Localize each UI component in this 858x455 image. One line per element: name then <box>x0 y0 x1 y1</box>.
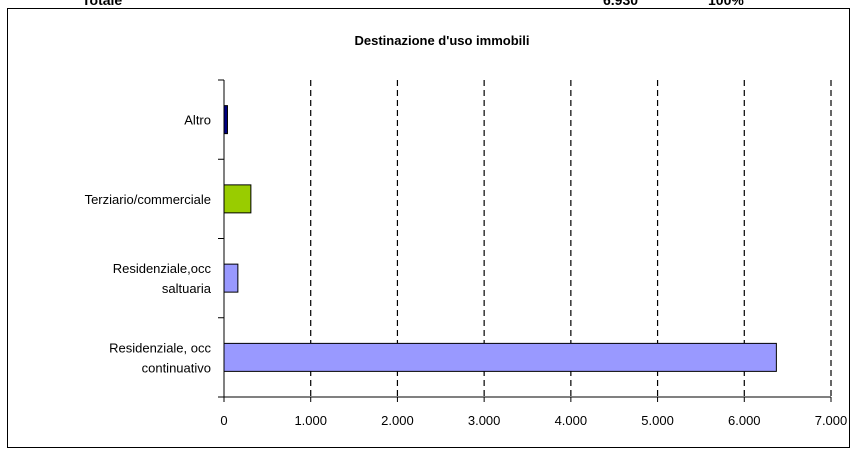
x-tick-label-7: 7.000 <box>815 413 848 428</box>
tick-labels: 0 1.000 2.000 3.000 4.000 5.000 6.000 7.000 <box>220 413 847 428</box>
category-label-3-0: Altro <box>184 113 211 128</box>
category-label-1-1: saltuaria <box>162 281 212 296</box>
category-label-2-0: Terziario/commerciale <box>85 192 211 207</box>
x-tick-label-4: 4.000 <box>555 413 588 428</box>
total-percent: 100% <box>708 0 744 8</box>
chart-title: Destinazione d'uso immobili <box>355 33 530 48</box>
bars <box>223 105 777 372</box>
bar-1 <box>223 263 239 293</box>
x-tick-label-1: 1.000 <box>294 413 327 428</box>
category-label-1-0: Residenziale,occ <box>113 261 212 276</box>
header-fragment: Totale 6.930 100% <box>0 0 858 8</box>
x-tick-label-0: 0 <box>220 413 227 428</box>
bar-3 <box>223 105 228 135</box>
x-tick-label-2: 2.000 <box>381 413 414 428</box>
bar-2 <box>223 184 252 214</box>
axes <box>218 79 832 402</box>
x-tick-label-6: 6.000 <box>728 413 761 428</box>
x-tick-label-3: 3.000 <box>468 413 501 428</box>
category-labels: Residenziale, occ continuativo Residenzial… <box>85 113 212 376</box>
category-label-0-0: Residenziale, occ <box>109 340 211 355</box>
category-label-0-1: continuativo <box>142 360 211 375</box>
bar-0 <box>223 342 777 372</box>
chart-frame <box>7 8 850 448</box>
total-value: 6.930 <box>603 0 639 8</box>
x-tick-label-5: 5.000 <box>641 413 674 428</box>
total-label: Totale <box>82 0 123 8</box>
